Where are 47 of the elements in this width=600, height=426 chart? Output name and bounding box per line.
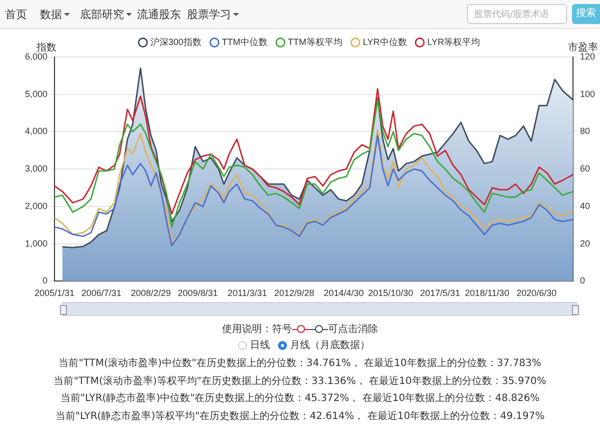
text: 当前"LYR(静态市盈率)中位数"在历史数据上的分位数：45.372%， 在最近10年数据上的分位数：48.826% [60,393,540,404]
x-tick-label: 2009/8/31 [178,288,218,298]
y-tick-label: 3,000 [24,164,48,174]
y-axis-title: 指数 [36,42,57,54]
text: 可点击消除 [328,324,378,335]
legend-label: TTM中位数 [222,36,268,47]
text: 首页 [5,8,27,21]
x-tick-label: 2011/3/31 [228,288,268,298]
text: 日线 [250,340,270,351]
text: 使用说明：符号 [222,324,292,335]
x-tick-label: 2014/4/30 [324,288,364,298]
x-tick-label: 2018/11/30 [464,288,510,298]
text: 当前"TTM(滚动市盈率)等权平均"在历史数据上的分位数：33.136%， 在最近10年数据上的分位数：35.970% [54,376,546,386]
y2-tick-label: 0 [580,276,585,286]
legend-label: TTM等权平均 [288,36,342,47]
x-tick-label: 2005/1/31 [34,288,75,298]
y-tick-label: 1,000 [24,238,48,248]
text: 底部研究 [80,8,124,21]
y2-tick-label: 80 [580,126,590,136]
x-tick-label: 2020/6/30 [516,288,557,298]
legend-label: LYR等权平均 [427,36,480,47]
text: 股票学习 [187,8,231,21]
x-tick-label: 2015/10/30 [368,288,414,298]
text: 月线（月底数据） [290,340,370,351]
y-tick-label: 5,000 [24,88,48,99]
y2-tick-label: 120 [580,51,596,62]
text: 当前"LYR(静态市盈率)等权平均"在历史数据上的分位数：42.614%， 在最近10年数据上的分位数：49.197% [55,410,545,422]
x-tick-label: 2006/7/31 [81,288,122,298]
y2-axis-title: 市盈率 [568,42,598,54]
text: 数据 [40,8,62,21]
text: 搜索 [572,4,600,24]
y2-tick-label: 40 [580,200,590,211]
text: 流通股东 [137,8,181,21]
legend-label: LYR中位数 [362,36,407,47]
x-tick-label: 2012/9/28 [274,288,314,298]
y2-tick-label: 20 [580,238,590,248]
y-tick-label: 0 [42,276,48,286]
x-tick-label: 2008/2/29 [130,288,171,298]
x-tick-label: 2017/5/31 [420,288,460,298]
text: 当前"TTM(滚动市盈率)中位数"在历史数据上的分位数：34.761%， 在最近10年数据上的分位数：37.783% [58,358,542,369]
y2-tick-label: 60 [580,164,590,174]
text: 股票代码/股票术语 [467,4,567,24]
y-tick-label: 4,000 [24,126,48,136]
legend-label: 沪深300指数 [150,36,202,47]
y-tick-label: 6,000 [24,51,48,62]
y-tick-label: 2,000 [24,200,48,211]
y2-tick-label: 100 [580,88,596,99]
